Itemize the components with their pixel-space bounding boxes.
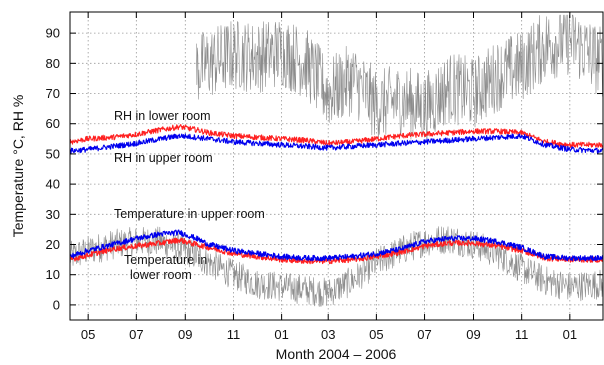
- annotation-rh-upper-room: RH in upper room: [114, 151, 213, 165]
- y-tick-label: 10: [46, 267, 60, 282]
- y-axis-label: Temperature °C, RH %: [10, 95, 26, 238]
- y-tick-label: 90: [46, 26, 60, 41]
- y-tick-label: 80: [46, 56, 60, 71]
- series-temperature-upper-room: [70, 229, 603, 262]
- series-rh-upper-room: [70, 133, 603, 154]
- series-outdoor-temperature: [70, 226, 603, 307]
- annotation-temperature-lower-room-line2: lower room: [130, 268, 192, 282]
- x-axis-label: Month 2004 – 2006: [276, 346, 397, 362]
- ticks: 0 10 20 30 40 50 60 70 80 90 05 07 09 11 01 03 05 07 09 11 0…: [46, 12, 603, 342]
- series-rh-lower-room: [70, 124, 603, 148]
- y-tick-label: 50: [46, 146, 60, 161]
- series-outdoor-rh: [196, 14, 603, 143]
- x-tick-label: 09: [178, 327, 192, 342]
- x-tick-label: 07: [129, 327, 143, 342]
- x-tick-label: 11: [515, 327, 529, 342]
- series-temperature-lower-room: [70, 237, 603, 265]
- annotation-rh-lower-room: RH in lower room: [114, 109, 211, 123]
- x-tick-label: 11: [227, 327, 241, 342]
- plot-frame: [69, 11, 604, 321]
- y-tick-label: 20: [46, 237, 60, 252]
- annotation-temperature-lower-room-line1: Temperature in: [124, 253, 207, 267]
- y-tick-label: 40: [46, 177, 60, 192]
- x-tick-label: 05: [369, 327, 383, 342]
- y-tick-label: 0: [53, 297, 60, 312]
- x-tick-label: 03: [321, 327, 335, 342]
- x-tick-label: 01: [274, 327, 288, 342]
- y-tick-label: 30: [46, 207, 60, 222]
- grid: [70, 12, 603, 320]
- x-tick-label: 05: [81, 327, 95, 342]
- y-tick-label: 60: [46, 116, 60, 131]
- x-tick-label: 09: [466, 327, 480, 342]
- y-tick-label: 70: [46, 86, 60, 101]
- x-tick-label: 07: [417, 327, 431, 342]
- series-group: [70, 14, 603, 307]
- annotation-temperature-upper-room: Temperature in upper room: [114, 207, 265, 221]
- x-tick-label: 01: [563, 327, 577, 342]
